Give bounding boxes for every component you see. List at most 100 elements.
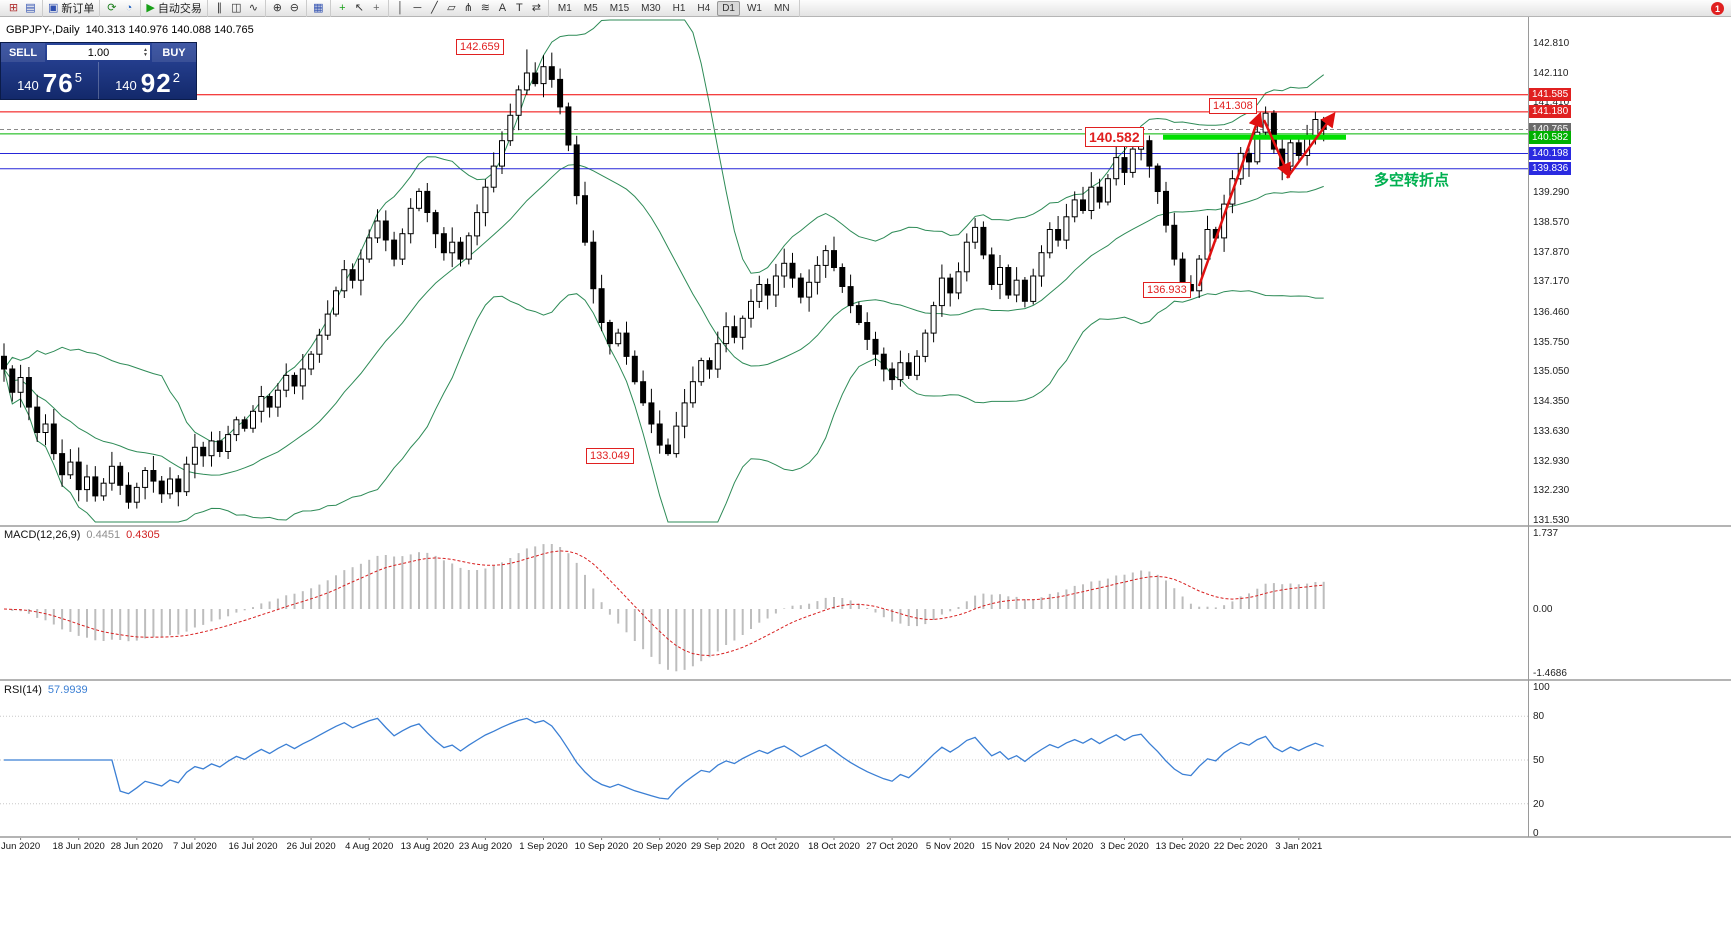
price-callout[interactable]: 136.933	[1143, 282, 1191, 298]
ohlc-values: 140.313 140.976 140.088 140.765	[85, 24, 254, 36]
line-chart-icon[interactable]: ∿	[248, 1, 258, 14]
rsi-line	[4, 717, 1324, 800]
price-axis-label: 134.350	[1533, 395, 1570, 407]
bars-chart-icon[interactable]: ∥	[216, 1, 223, 14]
price-callout[interactable]: 140.582	[1085, 127, 1144, 147]
date-label: 18 Jun 2020	[52, 841, 105, 852]
rsi-name: RSI(14)	[4, 684, 42, 696]
timeframe-m15[interactable]: M15	[609, 2, 630, 14]
bollinger-band-line	[3, 19, 1325, 443]
timeframe-m5[interactable]: M5	[583, 2, 598, 14]
price-axis-label: 132.930	[1533, 455, 1570, 467]
date-label: 5 Nov 2020	[925, 841, 975, 852]
horizontal-line-icon[interactable]: ─	[413, 1, 422, 14]
price-axis-label: 142.110	[1533, 67, 1569, 79]
fibonacci-icon[interactable]: ≋	[480, 1, 490, 14]
timeframe-h4[interactable]: H4	[697, 2, 711, 14]
macd-label: MACD(12,26,9) 0.4451 0.4305	[4, 529, 160, 541]
new-order-button[interactable]: ▣ 新订单	[48, 1, 95, 16]
price-callout[interactable]: 142.659	[456, 39, 504, 55]
price-axis-label: 137.170	[1533, 276, 1570, 288]
price-callout[interactable]: 141.308	[1209, 98, 1257, 114]
zoom-out-icon[interactable]: ⊖	[289, 1, 299, 14]
date-label: 13 Aug 2020	[400, 841, 454, 852]
date-label: 16 Jul 2020	[228, 841, 278, 852]
buy-price[interactable]: 140 92 2	[98, 62, 196, 99]
tile-windows-icon[interactable]: ▦	[313, 1, 324, 14]
buy-button[interactable]: BUY	[152, 43, 196, 62]
trend-arrow[interactable]	[1262, 119, 1291, 179]
timeframe-d1[interactable]: D1	[717, 0, 740, 16]
new-chart-icon[interactable]: ⊞	[8, 1, 19, 14]
sell-price[interactable]: 140 76 5	[1, 62, 98, 99]
panel-separator[interactable]	[0, 679, 1731, 681]
date-label: 22 Dec 2020	[1213, 841, 1268, 852]
rsi-axis-label: 50	[1533, 755, 1545, 766]
sell-price-pips: 76	[42, 68, 74, 98]
buy-price-major: 140	[115, 78, 137, 93]
price-axis-label: 137.870	[1533, 246, 1570, 258]
candlestick-chart-icon[interactable]: ◫	[231, 1, 242, 14]
timeframe-group: M1 M5 M15 M30 H1 H4 D1 W1 MN	[549, 0, 800, 17]
pitchfork-icon[interactable]: ⋔	[463, 1, 473, 14]
trend-arrow[interactable]	[1285, 111, 1336, 179]
cursor-icon[interactable]: ↖	[354, 1, 364, 14]
price-axis-label: 132.230	[1533, 485, 1570, 497]
annotation-text[interactable]: 多空转折点	[1374, 172, 1450, 189]
date-label: 27 Oct 2020	[866, 841, 918, 852]
macd-axis-label: -1.4686	[1533, 668, 1567, 680]
date-label: 28 Jun 2020	[110, 841, 163, 852]
rsi-axis-label: 20	[1533, 798, 1545, 810]
panel-separator[interactable]	[0, 525, 1731, 527]
timeframe-mn[interactable]: MN	[773, 2, 790, 14]
toolbar-groups: ⊞ ▤ ▣ 新订单 ⟳ ◔ ▶ 自动交易 ∥ ◫ ∿ ⊕ ⊖ ▦ + ↖ + │ ─ ╱ ▱ ⋔ ≋ A T ⇄	[2, 0, 549, 17]
rsi-axis-label: 100	[1533, 682, 1550, 693]
autotrading-button[interactable]: ▶ 自动交易	[146, 1, 202, 16]
trend-arrow[interactable]	[1197, 111, 1263, 287]
volume-stepper-up-icon[interactable]: ▲	[143, 46, 148, 53]
timeframe-w1[interactable]: W1	[746, 2, 762, 14]
price-tag: 141.585	[1529, 88, 1572, 102]
crosshair-icon[interactable]: +	[373, 1, 380, 14]
macd-axis-label: 0.00	[1533, 604, 1553, 615]
price-axis-label: 131.530	[1533, 514, 1570, 526]
volume-input[interactable]: 1.00 ▲ ▼	[47, 45, 150, 60]
arrows-icon[interactable]: ⇄	[531, 1, 541, 14]
one-click-trading-panel: SELL 1.00 ▲ ▼ BUY 140 76 5 140 92 2	[0, 42, 197, 100]
timeframe-m30[interactable]: M30	[641, 2, 661, 14]
text-icon[interactable]: A	[498, 1, 507, 14]
date-label: 4 Aug 2020	[345, 841, 394, 852]
price-axis-label: 138.570	[1533, 217, 1570, 229]
date-label: 3 Dec 2020	[1100, 841, 1149, 852]
timeframe-m1[interactable]: M1	[557, 2, 572, 14]
sell-button[interactable]: SELL	[1, 43, 45, 62]
buy-price-pips: 92	[140, 68, 172, 98]
price-callout[interactable]: 133.049	[586, 448, 634, 464]
date-label: 20 Sep 2020	[632, 841, 687, 852]
metaeditor-icon[interactable]: ⟳	[107, 1, 117, 14]
macd-signal-line	[3, 550, 1324, 657]
toolbar: ⊞ ▤ ▣ 新订单 ⟳ ◔ ▶ 自动交易 ∥ ◫ ∿ ⊕ ⊖ ▦ + ↖ + │ ─ ╱ ▱ ⋔ ≋ A T ⇄ M1 M5 M15 M…	[0, 0, 1731, 17]
label-icon[interactable]: T	[516, 1, 523, 14]
vertical-line-icon[interactable]: │	[396, 1, 404, 14]
trendline-icon[interactable]: ╱	[431, 1, 438, 14]
notifications-badge[interactable]: 1	[1711, 2, 1724, 15]
date-label: 3 Jan 2021	[1275, 841, 1323, 852]
price-axis-label: 139.290	[1533, 186, 1570, 198]
panel-separator	[0, 836, 1731, 838]
rsi-label: RSI(14) 57.9939	[4, 684, 88, 696]
date-label: 18 Oct 2020	[808, 841, 860, 852]
channel-icon[interactable]: ▱	[447, 1, 456, 14]
timeframe-h1[interactable]: H1	[672, 2, 686, 14]
price-axis-label: 142.810	[1533, 38, 1570, 49]
zoom-in-icon[interactable]: ⊕	[272, 1, 282, 14]
sell-price-major: 140	[17, 78, 39, 93]
options-icon[interactable]: ◔	[125, 1, 133, 14]
buy-price-point: 2	[172, 70, 180, 85]
volume-stepper-down-icon[interactable]: ▼	[143, 51, 148, 58]
date-label: 15 Nov 2020	[981, 841, 1036, 852]
profiles-icon[interactable]: ▤	[25, 1, 36, 14]
indicators-icon[interactable]: +	[339, 1, 346, 14]
